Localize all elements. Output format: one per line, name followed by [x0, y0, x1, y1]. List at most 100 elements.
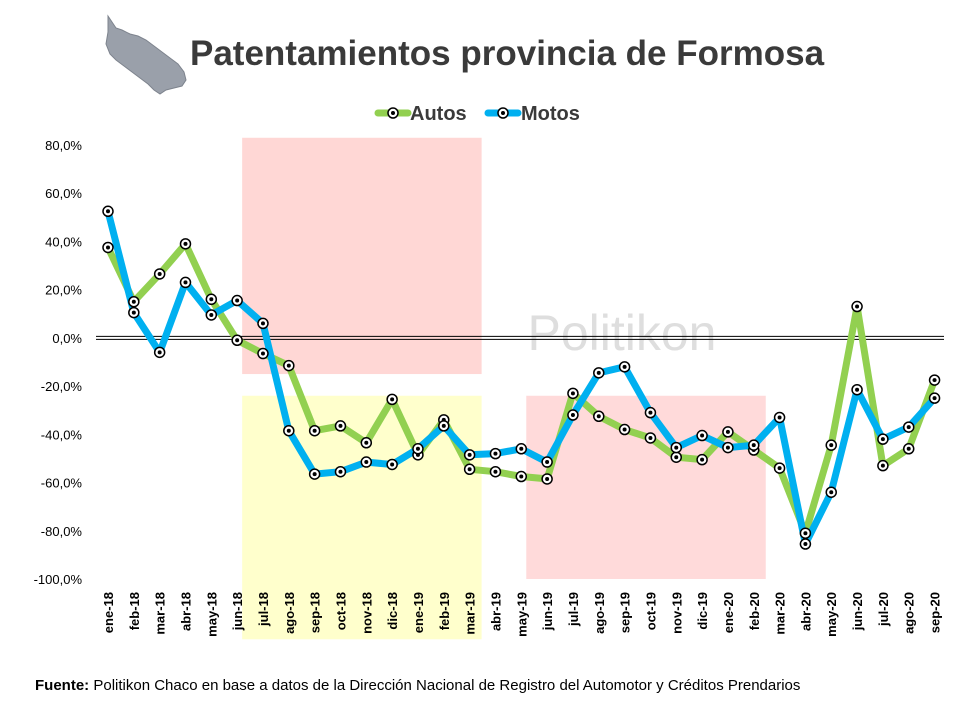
data-point-autos: [515, 470, 528, 483]
data-point-autos: [128, 295, 140, 308]
data-point-autos: [463, 463, 476, 476]
data-point-motos: [463, 449, 476, 461]
series-lines: [104, 207, 939, 548]
data-point-motos: [102, 205, 114, 218]
data-point-autos: [773, 462, 786, 474]
x-tick-label: nov-18: [359, 592, 374, 634]
data-point-autos: [877, 459, 889, 472]
y-tick-label: -60,0%: [41, 476, 83, 491]
data-point-autos: [567, 387, 579, 400]
x-tick-label: abr-19: [488, 592, 503, 631]
data-point-autos: [257, 347, 269, 360]
series-markers: [102, 205, 941, 550]
data-point-motos: [618, 361, 631, 373]
data-point-motos: [696, 429, 708, 442]
y-tick-label: 80,0%: [45, 138, 82, 153]
data-point-autos: [283, 359, 295, 372]
x-tick-label: may-18: [204, 592, 219, 637]
x-tick-label: sep-20: [928, 592, 943, 633]
series-line-autos: [104, 240, 939, 537]
legend: Autos Motos: [374, 103, 580, 125]
data-point-autos: [799, 527, 812, 539]
data-point-autos: [179, 238, 192, 250]
x-tick-label: dic-18: [385, 592, 400, 630]
shaded-regions: [242, 137, 766, 640]
formosa-map-icon: [105, 14, 187, 95]
data-point-motos: [412, 443, 424, 455]
data-point-autos: [670, 451, 683, 463]
x-tick-label: sep-18: [308, 592, 323, 633]
data-point-motos: [902, 421, 915, 433]
source-label: Fuente:: [35, 677, 90, 694]
data-point-autos: [153, 268, 166, 280]
axes: 80,0% 60,0% 40,0% 20,0% 0,0% -20,0% -40,0% -60,…: [34, 138, 944, 637]
y-tick-label: -80,0%: [41, 524, 83, 539]
data-point-motos: [877, 433, 889, 445]
data-point-autos: [928, 374, 941, 386]
data-point-motos: [773, 411, 786, 424]
x-tick-label: jun-18: [230, 592, 245, 631]
data-point-autos: [334, 420, 347, 432]
data-point-autos: [722, 426, 734, 438]
data-point-motos: [748, 439, 760, 451]
x-tick-label: mar-19: [463, 592, 478, 635]
data-point-motos: [644, 406, 657, 419]
chart-title: Patentamientos provincia de Formosa: [190, 34, 825, 73]
data-point-motos: [334, 465, 347, 478]
x-tick-label: ene-18: [101, 592, 116, 633]
data-point-autos: [902, 443, 915, 455]
data-point-autos: [205, 293, 218, 306]
x-tick-label: may-19: [514, 592, 529, 637]
data-point-motos: [128, 306, 140, 319]
data-point-motos: [179, 276, 192, 289]
data-point-motos: [541, 456, 553, 468]
x-tick-label: dic-19: [695, 592, 710, 630]
data-point-motos: [851, 383, 863, 396]
y-tick-label: 40,0%: [45, 234, 82, 249]
x-tick-label: oct-19: [643, 592, 658, 630]
data-point-autos: [360, 437, 373, 449]
x-tick-label: feb-20: [747, 592, 762, 630]
y-tick-label: -20,0%: [41, 379, 83, 394]
y-tick-label: 20,0%: [45, 283, 82, 298]
x-tick-label: ene-19: [411, 592, 426, 633]
data-point-autos: [618, 423, 631, 436]
data-point-motos: [386, 458, 398, 471]
x-tick-label: jul-18: [256, 592, 271, 627]
data-point-autos: [386, 393, 398, 406]
x-tick-label: jun-20: [850, 592, 865, 631]
data-point-motos: [231, 294, 243, 307]
y-tick-label: 0,0%: [52, 331, 82, 346]
x-tick-label: mar-18: [153, 592, 168, 635]
data-point-autos: [644, 432, 657, 444]
data-point-motos: [283, 424, 295, 437]
source-note: Fuente: Politikon Chaco en base a datos …: [35, 677, 800, 694]
x-tick-label: ago-19: [592, 592, 607, 634]
data-point-autos: [696, 453, 708, 466]
source-text: Politikon Chaco en base a datos de la Di…: [93, 677, 801, 694]
data-point-motos: [153, 346, 166, 359]
y-tick-label: 60,0%: [45, 186, 82, 201]
x-tick-label: ago-18: [282, 592, 297, 634]
data-point-motos: [257, 317, 269, 330]
data-point-motos: [593, 367, 605, 379]
data-point-autos: [825, 439, 837, 451]
data-point-motos: [825, 486, 837, 498]
watermark: Politikon: [528, 305, 717, 361]
x-tick-label: abr-20: [798, 592, 813, 631]
series-line-motos: [104, 207, 939, 548]
data-point-motos: [515, 443, 528, 455]
x-tick-label: jun-19: [540, 592, 555, 631]
x-tick-label: jul-19: [566, 592, 581, 627]
data-point-motos: [308, 468, 321, 480]
x-tick-label: may-20: [824, 592, 839, 637]
data-point-autos: [489, 465, 502, 478]
y-tick-label: -100,0%: [34, 572, 83, 587]
data-point-motos: [205, 309, 218, 321]
x-tick-label: nov-19: [669, 592, 684, 634]
data-point-autos: [851, 300, 863, 313]
data-point-motos: [567, 409, 579, 421]
data-point-motos: [799, 538, 812, 550]
data-point-autos: [541, 473, 553, 485]
